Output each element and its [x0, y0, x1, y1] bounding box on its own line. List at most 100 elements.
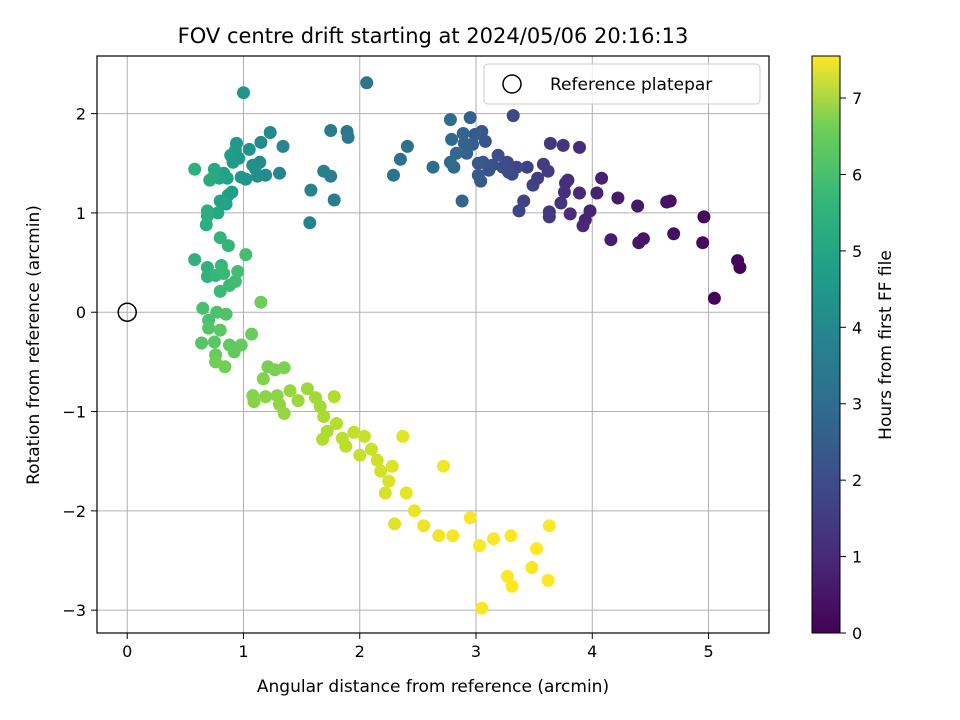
- data-point: [239, 248, 253, 262]
- colorbar-gradient: [811, 55, 841, 634]
- data-point: [378, 486, 392, 500]
- data-point: [696, 236, 710, 250]
- data-point: [512, 204, 526, 218]
- data-point: [443, 155, 457, 169]
- data-point: [475, 601, 489, 615]
- x-tick-label: 5: [703, 642, 713, 661]
- reference-marker: [117, 302, 137, 322]
- data-point: [731, 254, 745, 268]
- data-point: [443, 113, 457, 127]
- data-point: [667, 227, 681, 241]
- data-point: [273, 166, 286, 180]
- legend-entry: Reference platepar: [550, 75, 712, 95]
- data-point: [595, 171, 609, 185]
- data-point: [446, 529, 460, 543]
- data-point: [400, 139, 414, 153]
- data-point: [697, 210, 711, 224]
- data-point: [374, 464, 388, 478]
- data-point: [317, 410, 331, 423]
- x-tick-label: 4: [587, 642, 597, 661]
- data-point: [520, 160, 534, 174]
- data-point: [327, 193, 341, 207]
- x-axis-label: Angular distance from reference (arcmin): [257, 677, 609, 697]
- data-point: [339, 439, 353, 453]
- data-point: [300, 382, 314, 396]
- data-point: [283, 384, 297, 398]
- data-point: [259, 390, 273, 404]
- plot-frame: [96, 55, 770, 634]
- data-point: [393, 152, 407, 166]
- data-point: [543, 136, 557, 150]
- data-point: [432, 529, 446, 543]
- data-point: [541, 573, 555, 587]
- data-point: [457, 136, 471, 150]
- data-point: [554, 196, 568, 210]
- data-point: [500, 569, 514, 583]
- data-point: [426, 160, 440, 174]
- x-axis-ticks: 0 1 2 3 4 5: [122, 633, 714, 661]
- data-point: [473, 539, 486, 553]
- y-axis-ticks: −3 −2 −1 0 1 2: [62, 105, 97, 620]
- data-point: [234, 338, 248, 352]
- x-tick-label: 1: [238, 642, 248, 661]
- data-point: [316, 432, 330, 446]
- data-point: [200, 261, 214, 274]
- data-point: [277, 407, 291, 420]
- colorbar-tick-label: 2: [852, 471, 862, 490]
- data-point: [246, 158, 260, 172]
- colorbar-tick-label: 3: [852, 395, 862, 414]
- scatter-points: [188, 76, 747, 615]
- data-point: [276, 139, 290, 153]
- data-point: [353, 448, 367, 462]
- data-point: [707, 291, 721, 305]
- data-point: [231, 265, 245, 278]
- data-point: [217, 267, 231, 280]
- data-point: [263, 126, 277, 139]
- data-point: [407, 504, 421, 518]
- data-point: [530, 542, 543, 556]
- data-point: [385, 459, 399, 473]
- data-point: [327, 390, 341, 404]
- data-point: [195, 336, 209, 350]
- data-point: [505, 579, 519, 593]
- data-point: [632, 236, 646, 250]
- data-point: [504, 529, 518, 543]
- data-point: [304, 183, 318, 197]
- data-point: [611, 191, 625, 205]
- x-tick-label: 2: [355, 642, 365, 661]
- data-point: [224, 148, 238, 162]
- data-point: [399, 486, 413, 500]
- data-point: [463, 111, 477, 125]
- data-point: [487, 532, 500, 546]
- data-point: [324, 124, 338, 137]
- data-point: [277, 361, 291, 375]
- data-point: [437, 459, 450, 473]
- data-point: [417, 519, 431, 533]
- data-point: [526, 178, 540, 192]
- legend-box: [483, 63, 761, 105]
- legend: Reference platepar: [483, 63, 761, 105]
- colorbar-tick-label: 6: [852, 165, 862, 184]
- colorbar-ticks: 0 1 2 3 4 5 6 7: [840, 89, 862, 643]
- colorbar-tick-label: 1: [852, 548, 862, 567]
- y-axis-label: Rotation from reference (arcmin): [24, 205, 44, 485]
- colorbar-tick-label: 7: [852, 89, 862, 108]
- data-point: [445, 132, 459, 146]
- data-point: [460, 146, 474, 160]
- data-point: [207, 335, 221, 349]
- data-point: [478, 134, 492, 148]
- data-point: [228, 274, 242, 288]
- data-point: [303, 216, 317, 230]
- data-point: [542, 210, 556, 224]
- data-point: [604, 233, 618, 247]
- data-point: [211, 206, 225, 220]
- y-tick-label: 2: [76, 105, 86, 124]
- data-point: [496, 160, 510, 174]
- data-point: [557, 185, 571, 199]
- data-point: [396, 429, 410, 443]
- colorbar-tick-label: 4: [852, 318, 862, 337]
- data-point: [660, 195, 674, 209]
- data-point: [517, 194, 531, 208]
- y-tick-label: −1: [62, 403, 86, 422]
